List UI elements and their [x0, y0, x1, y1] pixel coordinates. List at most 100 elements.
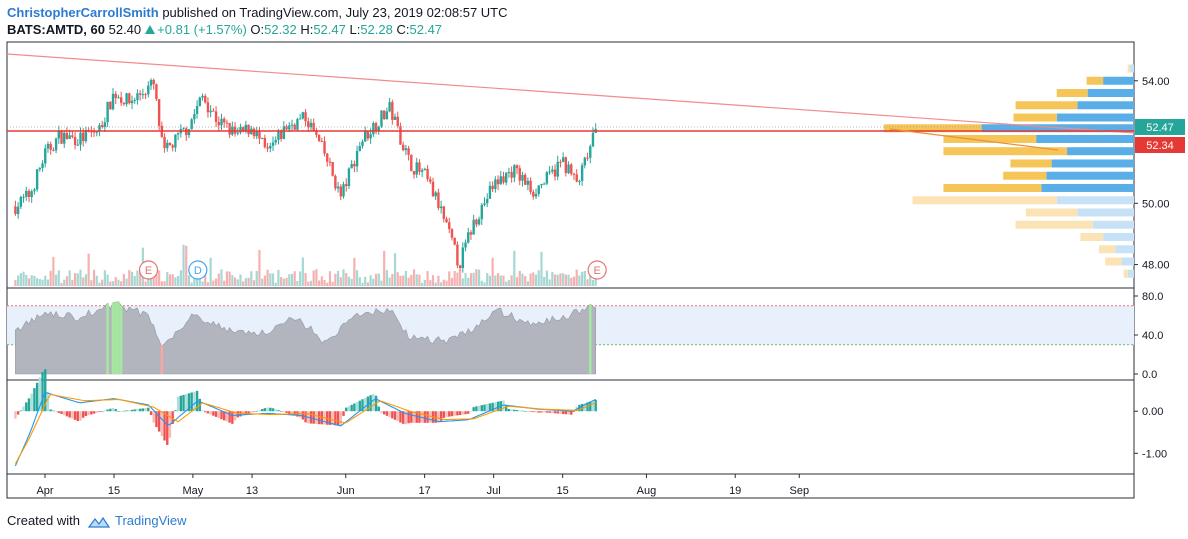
candle-up[interactable]: [537, 185, 540, 195]
candle-up[interactable]: [79, 132, 82, 145]
candle-up[interactable]: [296, 119, 299, 130]
candle-down[interactable]: [317, 134, 321, 141]
candle-down[interactable]: [163, 136, 166, 149]
symbol-name[interactable]: BATS:AMTD, 60: [7, 22, 105, 37]
candle-down[interactable]: [418, 162, 421, 172]
candle-up[interactable]: [76, 144, 79, 146]
candle-up[interactable]: [98, 125, 101, 132]
candle-down[interactable]: [412, 171, 416, 175]
candle-up[interactable]: [499, 176, 502, 185]
candle-up[interactable]: [95, 131, 98, 133]
candle-down[interactable]: [353, 163, 356, 167]
candle-down[interactable]: [204, 95, 207, 103]
candle-up[interactable]: [33, 189, 36, 192]
candle-down[interactable]: [27, 190, 31, 198]
candle-up[interactable]: [22, 196, 25, 198]
candle-up[interactable]: [182, 128, 185, 130]
candle-up[interactable]: [464, 242, 467, 248]
candle-up[interactable]: [136, 93, 139, 101]
candle-up[interactable]: [561, 157, 565, 162]
candle-down[interactable]: [14, 206, 17, 215]
candle-down[interactable]: [214, 111, 218, 122]
candle-down[interactable]: [307, 121, 310, 128]
candle-up[interactable]: [147, 85, 150, 95]
candle-down[interactable]: [559, 161, 562, 163]
candle-down[interactable]: [442, 206, 446, 219]
candle-up[interactable]: [591, 132, 595, 147]
candle-down[interactable]: [65, 132, 69, 139]
candle-up[interactable]: [25, 190, 28, 197]
candle-down[interactable]: [575, 174, 578, 182]
candle-down[interactable]: [475, 219, 478, 225]
candle-down[interactable]: [114, 93, 117, 99]
candle-up[interactable]: [269, 145, 272, 149]
candle-down[interactable]: [345, 184, 348, 187]
candle-down[interactable]: [445, 218, 448, 223]
candle-down[interactable]: [453, 237, 456, 245]
candle-up[interactable]: [415, 162, 418, 175]
candle-down[interactable]: [293, 124, 296, 130]
candle-down[interactable]: [92, 131, 96, 133]
candle-up[interactable]: [19, 197, 23, 207]
candle-down[interactable]: [456, 244, 459, 266]
candle-up[interactable]: [477, 219, 481, 225]
candle-down[interactable]: [334, 175, 337, 189]
dividend-marker[interactable]: [188, 260, 208, 280]
candle-down[interactable]: [155, 84, 158, 100]
candle-up[interactable]: [420, 170, 424, 172]
candle-up[interactable]: [187, 129, 191, 136]
candle-down[interactable]: [323, 141, 326, 154]
candle-up[interactable]: [342, 184, 345, 197]
candle-up[interactable]: [68, 135, 71, 139]
candle-down[interactable]: [71, 135, 74, 137]
candle-down[interactable]: [279, 130, 283, 139]
candle-down[interactable]: [49, 143, 52, 150]
candle-down[interactable]: [171, 145, 174, 148]
candle-up[interactable]: [38, 167, 42, 170]
candle-up[interactable]: [369, 134, 372, 139]
candle-up[interactable]: [301, 112, 305, 119]
candle-down[interactable]: [431, 181, 435, 197]
candle-down[interactable]: [228, 123, 231, 135]
candle-up[interactable]: [377, 126, 380, 131]
candle-up[interactable]: [111, 93, 115, 110]
candle-down[interactable]: [450, 229, 454, 238]
candle-up[interactable]: [84, 130, 88, 142]
candle-down[interactable]: [122, 102, 126, 105]
macd-pane[interactable]: [14, 369, 597, 467]
candle-down[interactable]: [437, 192, 440, 209]
candle-down[interactable]: [241, 127, 245, 132]
candle-down[interactable]: [247, 124, 250, 135]
tradingview-brand[interactable]: TradingView: [115, 513, 187, 528]
candle-up[interactable]: [57, 131, 61, 139]
candle-up[interactable]: [488, 185, 492, 199]
candle-up[interactable]: [513, 165, 516, 178]
candle-down[interactable]: [258, 131, 261, 139]
candle-down[interactable]: [315, 130, 318, 135]
candle-up[interactable]: [526, 180, 530, 185]
candle-up[interactable]: [556, 161, 559, 177]
candle-up[interactable]: [220, 118, 223, 126]
candle-up[interactable]: [106, 101, 109, 123]
candle-down[interactable]: [144, 94, 147, 96]
candle-down[interactable]: [469, 232, 473, 235]
candle-down[interactable]: [119, 97, 123, 103]
candle-down[interactable]: [304, 112, 307, 122]
candle-down[interactable]: [285, 126, 288, 130]
candle-down[interactable]: [225, 122, 229, 124]
time-axis[interactable]: Apr 15 May 13 Jun 17 Jul 15 Aug 19 Sep: [36, 474, 809, 497]
candle-down[interactable]: [523, 174, 527, 185]
candle-up[interactable]: [255, 131, 258, 137]
candle-up[interactable]: [461, 247, 465, 269]
drawing-lines[interactable]: [6, 53, 1135, 151]
candle-down[interactable]: [52, 149, 55, 151]
candle-down[interactable]: [152, 79, 155, 85]
candle-up[interactable]: [274, 139, 277, 143]
candle-down[interactable]: [339, 186, 342, 197]
candle-down[interactable]: [515, 165, 519, 169]
candle-down[interactable]: [529, 180, 532, 192]
candle-up[interactable]: [567, 164, 570, 174]
macd-line[interactable]: [14, 391, 596, 467]
candle-up[interactable]: [494, 179, 497, 190]
candle-up[interactable]: [385, 111, 389, 120]
